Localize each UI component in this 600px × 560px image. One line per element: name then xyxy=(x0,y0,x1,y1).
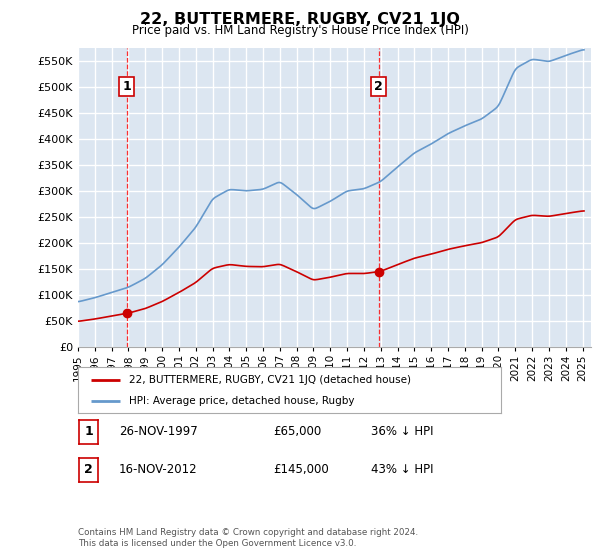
Text: 1: 1 xyxy=(85,425,93,438)
Text: 43% ↓ HPI: 43% ↓ HPI xyxy=(371,463,433,476)
Text: 1: 1 xyxy=(122,80,131,93)
Text: 2: 2 xyxy=(85,463,93,477)
Text: 22, BUTTERMERE, RUGBY, CV21 1JQ (detached house): 22, BUTTERMERE, RUGBY, CV21 1JQ (detache… xyxy=(129,375,411,385)
Text: Price paid vs. HM Land Registry's House Price Index (HPI): Price paid vs. HM Land Registry's House … xyxy=(131,24,469,37)
Text: 16-NOV-2012: 16-NOV-2012 xyxy=(119,463,197,476)
Text: Contains HM Land Registry data © Crown copyright and database right 2024.
This d: Contains HM Land Registry data © Crown c… xyxy=(78,528,418,548)
Text: 26-NOV-1997: 26-NOV-1997 xyxy=(119,424,197,438)
Text: 2: 2 xyxy=(374,80,383,93)
Text: £145,000: £145,000 xyxy=(273,463,329,476)
Text: 36% ↓ HPI: 36% ↓ HPI xyxy=(371,424,433,438)
Text: HPI: Average price, detached house, Rugby: HPI: Average price, detached house, Rugb… xyxy=(129,396,354,406)
Text: 22, BUTTERMERE, RUGBY, CV21 1JQ: 22, BUTTERMERE, RUGBY, CV21 1JQ xyxy=(140,12,460,27)
Text: £65,000: £65,000 xyxy=(273,424,321,438)
